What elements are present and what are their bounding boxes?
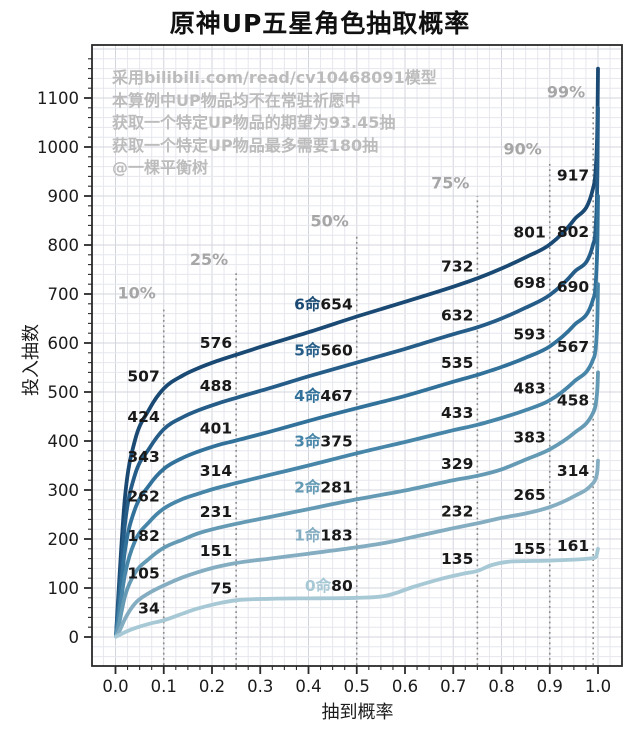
x-tick-label: 0.3 (247, 677, 273, 696)
series-name-label: 1命 (294, 525, 321, 544)
value-label: 231 (200, 503, 232, 521)
value-label: 507 (127, 368, 159, 386)
x-tick-label: 0.7 (440, 677, 466, 696)
percentile-label: 25% (190, 250, 228, 269)
value-label: 632 (441, 306, 473, 324)
x-axis-title: 抽到概率 (321, 702, 394, 723)
value-labels: 34 105 182 262 343 424 507 75 151 231 314 401 488 576… (127, 167, 589, 618)
value-label: 105 (127, 565, 159, 583)
percentile-label: 75% (431, 173, 469, 192)
curve-2命 (114, 370, 600, 639)
value-label: 2命281 (294, 477, 353, 496)
x-tick-label: 0.4 (295, 677, 321, 696)
y-tick-label: 100 (48, 579, 80, 598)
value-label: 433 (441, 404, 473, 422)
value-label: 265 (513, 486, 545, 504)
value-label: 6命654 (294, 295, 353, 314)
y-tick-label: 400 (48, 432, 80, 451)
x-tick-label: 0.0 (102, 677, 128, 696)
value-label: 5命560 (294, 341, 353, 360)
percentile-label: 10% (117, 284, 155, 303)
value-label: 483 (513, 379, 545, 397)
y-tick-label: 900 (48, 187, 80, 206)
value-label: 917 (557, 167, 589, 185)
series-name-label: 0命 (305, 576, 332, 595)
value-label: 0命80 (305, 576, 353, 595)
value-label: 401 (200, 420, 232, 438)
value-label: 343 (127, 448, 159, 466)
value-label: 698 (513, 274, 545, 292)
y-tick-label: 700 (48, 285, 80, 304)
curve-6命 (114, 66, 600, 638)
value-label: 161 (557, 537, 589, 555)
y-tick-label: 0 (69, 628, 80, 647)
curves (114, 66, 600, 639)
value-label: 567 (557, 338, 589, 356)
percentile-label: 50% (310, 212, 348, 231)
value-label: 75 (211, 579, 233, 597)
curve-1命 (114, 458, 600, 639)
value-label: 593 (513, 325, 545, 343)
x-tick-label: 0.2 (199, 677, 225, 696)
y-tick-label: 1000 (37, 138, 79, 157)
chart-title: 原神UP五星角色抽取概率 (169, 9, 471, 38)
value-label: 314 (200, 462, 233, 480)
percentile-label: 90% (503, 140, 541, 159)
value-label: 424 (127, 408, 160, 426)
x-tick-label: 1.0 (585, 677, 611, 696)
value-label: 182 (127, 527, 159, 545)
axes: 0 100 200 300 400 500 600 700 800 900 1000 1100 0.0 0… (37, 44, 623, 696)
x-tick-label: 0.8 (488, 677, 514, 696)
value-label: 329 (441, 455, 473, 473)
x-tick-label: 0.5 (344, 677, 370, 696)
value-label: 155 (513, 540, 545, 558)
curve-5命 (114, 105, 600, 638)
y-tick-label: 500 (48, 383, 80, 402)
value-label: 4命467 (294, 386, 353, 405)
series-name-label: 3命 (294, 431, 321, 450)
value-label: 1命183 (294, 525, 353, 544)
x-tick-label: 0.6 (392, 677, 418, 696)
value-label: 262 (127, 488, 159, 506)
percentile-lines: 10% 25% 50% 75% 90% 99% (117, 83, 594, 665)
value-label: 458 (557, 392, 589, 410)
series-name-label: 2命 (294, 477, 321, 496)
value-label: 383 (513, 428, 545, 446)
grid (92, 45, 622, 666)
value-label: 576 (200, 334, 232, 352)
value-label: 232 (441, 502, 473, 520)
y-tick-label: 800 (48, 236, 80, 255)
y-tick-label: 600 (48, 334, 80, 353)
y-tick-label: 300 (48, 481, 80, 500)
value-label: 488 (200, 377, 232, 395)
value-label: 151 (200, 542, 232, 560)
value-label: 535 (441, 354, 473, 372)
y-tick-label: 200 (48, 530, 80, 549)
percentile-label: 99% (547, 83, 585, 102)
value-label: 314 (557, 462, 590, 480)
value-label: 135 (441, 550, 473, 568)
value-label: 690 (557, 278, 590, 296)
series-name-label: 5命 (294, 341, 321, 360)
value-label: 3命375 (294, 431, 353, 450)
x-tick-label: 0.9 (537, 677, 563, 696)
curve-4命 (114, 194, 600, 638)
value-label: 732 (441, 257, 473, 275)
series-name-label: 4命 (294, 386, 321, 405)
curve-0命 (114, 546, 600, 639)
curve-3命 (114, 282, 600, 639)
value-label: 802 (557, 223, 589, 241)
value-label: 801 (513, 224, 545, 242)
x-tick-label: 0.1 (151, 677, 177, 696)
series-name-label: 6命 (294, 295, 321, 314)
value-label: 34 (138, 599, 160, 617)
y-tick-label: 1100 (37, 89, 79, 108)
